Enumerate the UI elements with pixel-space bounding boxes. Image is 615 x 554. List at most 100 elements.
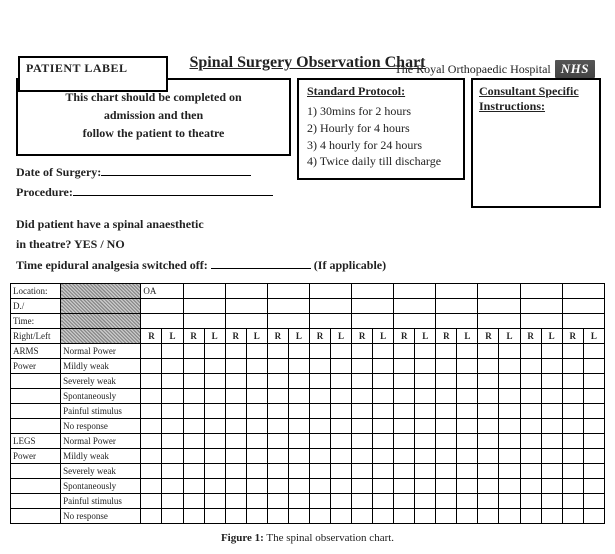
grid-cell[interactable]: [288, 419, 309, 434]
grid-cell[interactable]: [373, 434, 394, 449]
grid-wide-cell[interactable]: [267, 284, 309, 299]
grid-wide-cell[interactable]: [394, 314, 436, 329]
grid-cell[interactable]: [288, 449, 309, 464]
grid-cell[interactable]: [352, 494, 373, 509]
grid-cell[interactable]: [246, 344, 267, 359]
grid-cell[interactable]: [225, 359, 246, 374]
grid-cell[interactable]: [352, 374, 373, 389]
grid-cell[interactable]: [288, 434, 309, 449]
grid-cell[interactable]: [141, 494, 162, 509]
grid-cell[interactable]: [352, 404, 373, 419]
grid-cell[interactable]: [562, 494, 583, 509]
grid-cell[interactable]: [225, 389, 246, 404]
grid-cell[interactable]: [394, 479, 415, 494]
grid-cell[interactable]: [436, 374, 457, 389]
grid-cell[interactable]: [162, 434, 183, 449]
grid-cell[interactable]: [415, 479, 436, 494]
grid-cell[interactable]: [583, 344, 604, 359]
grid-cell[interactable]: [288, 494, 309, 509]
grid-cell[interactable]: [457, 389, 478, 404]
grid-cell[interactable]: [246, 464, 267, 479]
grid-cell[interactable]: [204, 344, 225, 359]
grid-wide-cell[interactable]: [520, 314, 562, 329]
grid-cell[interactable]: [373, 419, 394, 434]
grid-cell[interactable]: [352, 449, 373, 464]
grid-cell[interactable]: [394, 359, 415, 374]
grid-cell[interactable]: [183, 449, 204, 464]
grid-cell[interactable]: [394, 449, 415, 464]
grid-cell[interactable]: [478, 359, 499, 374]
grid-cell[interactable]: [204, 479, 225, 494]
grid-cell[interactable]: [352, 344, 373, 359]
grid-cell[interactable]: [141, 374, 162, 389]
grid-wide-cell[interactable]: [352, 299, 394, 314]
grid-cell[interactable]: [415, 419, 436, 434]
grid-cell[interactable]: [352, 509, 373, 524]
grid-cell[interactable]: [562, 509, 583, 524]
grid-cell[interactable]: [246, 359, 267, 374]
grid-cell[interactable]: [246, 389, 267, 404]
grid-cell[interactable]: [267, 494, 288, 509]
grid-cell[interactable]: [330, 344, 351, 359]
grid-cell[interactable]: [562, 389, 583, 404]
grid-cell[interactable]: [330, 404, 351, 419]
grid-cell[interactable]: [562, 344, 583, 359]
grid-cell[interactable]: [583, 494, 604, 509]
grid-cell[interactable]: [520, 359, 541, 374]
grid-cell[interactable]: [394, 509, 415, 524]
grid-cell[interactable]: [373, 404, 394, 419]
grid-cell[interactable]: [499, 404, 520, 419]
grid-cell[interactable]: [162, 494, 183, 509]
grid-wide-cell[interactable]: [520, 284, 562, 299]
grid-cell[interactable]: [562, 419, 583, 434]
grid-cell[interactable]: [478, 479, 499, 494]
grid-cell[interactable]: [394, 464, 415, 479]
grid-cell[interactable]: [309, 344, 330, 359]
grid-cell[interactable]: [246, 419, 267, 434]
grid-cell[interactable]: [267, 434, 288, 449]
grid-cell[interactable]: [352, 434, 373, 449]
grid-cell[interactable]: [415, 494, 436, 509]
grid-cell[interactable]: [246, 509, 267, 524]
grid-wide-cell[interactable]: [478, 299, 520, 314]
grid-wide-cell[interactable]: [436, 314, 478, 329]
grid-cell[interactable]: [141, 509, 162, 524]
grid-cell[interactable]: [436, 509, 457, 524]
grid-cell[interactable]: [141, 419, 162, 434]
grid-cell[interactable]: [141, 404, 162, 419]
grid-wide-cell[interactable]: [141, 314, 183, 329]
grid-wide-cell[interactable]: [562, 314, 604, 329]
grid-cell[interactable]: [309, 374, 330, 389]
grid-wide-cell[interactable]: [478, 314, 520, 329]
grid-cell[interactable]: [352, 389, 373, 404]
grid-cell[interactable]: [267, 344, 288, 359]
grid-cell[interactable]: [499, 434, 520, 449]
grid-wide-cell[interactable]: [309, 314, 351, 329]
grid-cell[interactable]: [267, 404, 288, 419]
grid-cell[interactable]: [499, 389, 520, 404]
grid-cell[interactable]: [394, 404, 415, 419]
grid-cell[interactable]: [267, 479, 288, 494]
grid-cell[interactable]: [562, 359, 583, 374]
grid-cell[interactable]: [541, 344, 562, 359]
grid-cell[interactable]: [541, 464, 562, 479]
grid-cell[interactable]: [373, 494, 394, 509]
grid-cell[interactable]: [541, 494, 562, 509]
grid-cell[interactable]: [309, 509, 330, 524]
grid-wide-cell[interactable]: [520, 299, 562, 314]
grid-cell[interactable]: [309, 464, 330, 479]
grid-cell[interactable]: [225, 494, 246, 509]
grid-cell[interactable]: [562, 404, 583, 419]
grid-cell[interactable]: [541, 509, 562, 524]
grid-cell[interactable]: [183, 359, 204, 374]
grid-wide-cell[interactable]: [394, 299, 436, 314]
blank-line[interactable]: [73, 186, 273, 196]
grid-cell[interactable]: [520, 479, 541, 494]
grid-cell[interactable]: [309, 404, 330, 419]
grid-cell[interactable]: [373, 449, 394, 464]
grid-cell[interactable]: [436, 464, 457, 479]
grid-cell[interactable]: [457, 344, 478, 359]
grid-cell[interactable]: [478, 389, 499, 404]
grid-cell[interactable]: [309, 434, 330, 449]
grid-cell[interactable]: [562, 434, 583, 449]
